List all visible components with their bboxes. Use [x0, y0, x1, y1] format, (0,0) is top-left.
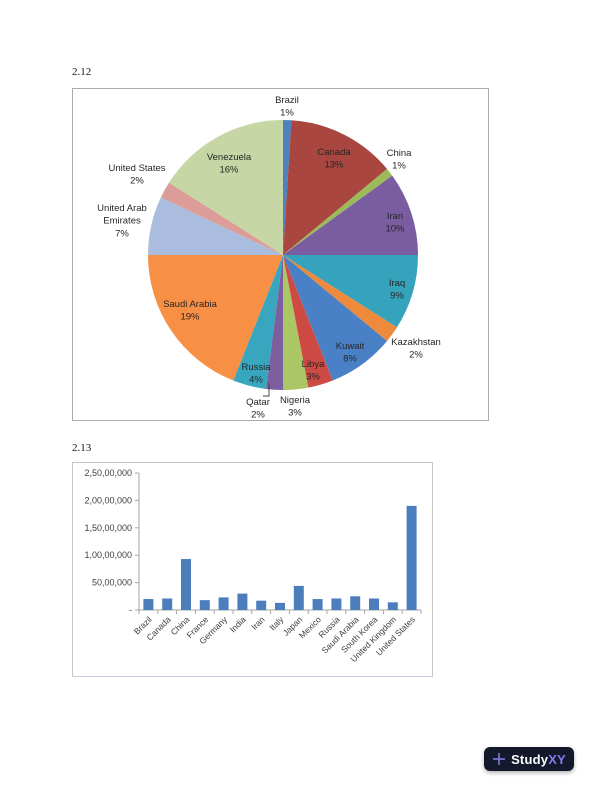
pie-slice-label: Nigeria [280, 395, 311, 406]
label-leader-line [263, 383, 270, 397]
pie-chart-frame: Brazil 1% Canada 13% China 1% Iran 10% Iraq 9% Kaz… [72, 88, 489, 421]
pie-slice-label: 3% [288, 408, 302, 419]
figure-label-2-13: 2.13 [72, 442, 92, 454]
x-axis-label: India [228, 614, 248, 634]
pie-slice [283, 255, 418, 328]
pie-chart: Brazil 1% Canada 13% China 1% Iran 10% Iraq 9% Kaz… [97, 95, 441, 421]
y-axis-label: 1,50,00,000 [84, 523, 132, 533]
pie-slice [233, 255, 283, 389]
pie-slice [283, 120, 388, 255]
pie-slice-label: 13% [324, 160, 344, 171]
bar [350, 596, 361, 610]
y-axis-label: 2,50,00,000 [84, 468, 132, 478]
bar-chart-frame: - 50,00,000 1,00,00,000 1,50,00,000 2,00,00,… [72, 462, 433, 677]
bar [218, 597, 229, 610]
pie-slice-label: 8% [343, 354, 357, 365]
pie-slice-label: 1% [392, 161, 406, 172]
pie-slice-label: 2% [409, 350, 423, 361]
bar [293, 585, 304, 610]
pie-slice [160, 182, 283, 255]
bar [256, 600, 267, 610]
bar [312, 599, 323, 610]
pie-slice-label: Canada [317, 147, 351, 158]
pie-slice-label: Saudi Arabia [163, 299, 218, 310]
pie-slice [283, 175, 418, 255]
y-axis-label: 50,00,000 [92, 578, 132, 588]
pie-slice-label: 2% [251, 410, 265, 420]
pie-slice-label: 10% [385, 224, 405, 235]
pie-slice-label: Qatar [246, 397, 270, 408]
pie-slice-label: Iraq [389, 278, 405, 289]
pie-slice-label: Brazil [275, 95, 299, 106]
bar [143, 599, 154, 610]
bar [237, 593, 248, 610]
pie-slice-label: 7% [115, 228, 129, 239]
pie-slice [283, 168, 393, 255]
pie-slice-label: China [387, 148, 413, 159]
pie-slice-label: Libya [302, 359, 325, 370]
bar [181, 559, 191, 610]
pie-slice-label: 4% [249, 375, 263, 386]
pie-slice-label: Emirates [103, 216, 141, 227]
pie-slice-label: United States [108, 163, 165, 174]
bar [369, 598, 379, 610]
pie-slice-label: Russia [241, 362, 271, 373]
pie-slice [169, 120, 283, 255]
pie-slice-label: Iran [387, 211, 403, 222]
pie-slice [283, 255, 397, 342]
bar [406, 505, 417, 610]
bar [387, 602, 398, 610]
pie-slice-label: 19% [180, 312, 200, 323]
logo-text: StudyXY [511, 752, 566, 767]
pie-slice-label: United Arab [97, 203, 147, 214]
pie-slice [283, 255, 309, 391]
pie-slice [283, 255, 388, 381]
y-axis-label: 1,00,00,000 [84, 550, 132, 560]
pie-slice-label: 2% [130, 176, 144, 187]
logo-text-primary: Study [511, 751, 549, 767]
bar [199, 600, 210, 610]
bar-chart: - 50,00,000 1,00,00,000 1,50,00,000 2,00,00,… [84, 468, 422, 664]
pie-slice-label: Venezuela [207, 152, 252, 163]
x-axis-label: Iran [249, 614, 267, 632]
plus-icon [493, 753, 506, 765]
pie-slice-label: 16% [219, 165, 239, 176]
pie-slice [148, 197, 283, 255]
y-axis-label: - [129, 605, 132, 615]
studyxy-logo[interactable]: StudyXY [484, 747, 574, 771]
pie-slice-label: 3% [306, 372, 320, 383]
pie-slice-label: Kazakhstan [391, 337, 441, 348]
pie-slice-label: Kuwait [336, 341, 365, 352]
pie-slice-label: 1% [280, 108, 294, 119]
pie-slice [283, 120, 292, 255]
pie-slice [266, 255, 283, 390]
figure-label-2-12: 2.12 [72, 66, 92, 78]
pie-slice [148, 255, 283, 381]
pie-slice [283, 255, 333, 388]
bar [331, 598, 342, 610]
logo-text-secondary: XY [548, 751, 566, 767]
bar [275, 602, 285, 610]
bar [162, 598, 173, 610]
pie-slice-label: 9% [390, 291, 404, 302]
y-axis-label: 2,00,00,000 [84, 495, 132, 505]
